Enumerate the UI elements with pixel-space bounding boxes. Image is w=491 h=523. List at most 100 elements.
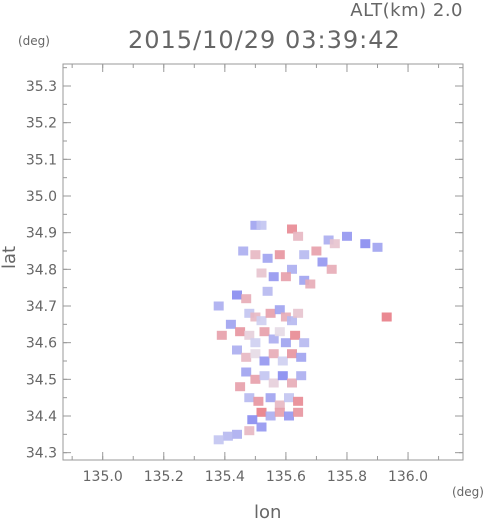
- heatmap-cell: [262, 286, 273, 296]
- heatmap-cell: [265, 393, 276, 403]
- heatmap-cell: [329, 239, 340, 249]
- heatmap-cell: [216, 330, 227, 340]
- heatmap-cell: [241, 294, 252, 304]
- heatmap-cell: [256, 422, 267, 432]
- timestamp-title: 2015/10/29 03:39:42: [128, 26, 401, 54]
- heatmap-cell: [277, 356, 288, 366]
- heatmap-cell: [299, 338, 310, 348]
- heatmap-cell: [256, 268, 267, 278]
- heatmap-cell: [284, 393, 294, 403]
- heatmap-cell: [250, 338, 261, 348]
- heatmap-cell: [284, 411, 294, 421]
- heatmap-cell: [326, 264, 337, 274]
- y-tick-label: 35.1: [26, 152, 57, 168]
- x-tick-label: 136.0: [388, 469, 428, 485]
- heatmap-cell: [213, 435, 224, 445]
- y-tick-label: 35.0: [26, 189, 57, 205]
- y-axis-unit: (deg): [18, 34, 50, 48]
- y-tick-label: 35.3: [26, 79, 57, 95]
- y-tick-label: 34.7: [26, 299, 57, 315]
- heatmap-cell: [232, 429, 242, 439]
- x-tick-label: 135.2: [144, 469, 184, 485]
- heatmap-cell: [213, 301, 224, 311]
- heatmap-cell: [250, 250, 261, 260]
- heatmap-cell: [274, 400, 285, 410]
- heatmap-cell: [296, 371, 307, 381]
- heatmap-cell: [259, 356, 270, 366]
- heatmap-cell: [293, 308, 304, 318]
- altitude-label: ALT(km) 2.0: [350, 0, 463, 21]
- heatmap-cell: [265, 411, 276, 421]
- heatmap-cell: [274, 327, 285, 337]
- heatmap-cell: [274, 305, 285, 315]
- x-axis-label: lon: [254, 502, 282, 523]
- heatmap-cell: [287, 224, 297, 234]
- heatmap-cell: [222, 431, 233, 441]
- heatmap-cell: [293, 231, 304, 241]
- y-tick-label: 34.6: [26, 336, 57, 352]
- heatmap-cell: [372, 242, 383, 252]
- plot-frame: [62, 63, 464, 461]
- heatmap-cell: [293, 407, 304, 417]
- heatmap-cell: [244, 330, 255, 340]
- heatmap-cell: [256, 220, 267, 230]
- heatmap-cell: [381, 312, 392, 322]
- heatmap-cell: [235, 382, 246, 392]
- y-tick-label: 34.9: [26, 226, 57, 242]
- heatmap-cell: [241, 367, 252, 377]
- heatmap-cell: [296, 352, 307, 362]
- heatmap-cell: [274, 407, 285, 417]
- x-tick-label: 135.0: [83, 469, 123, 485]
- heatmap-cell: [268, 272, 279, 282]
- heatmap-cell: [280, 338, 291, 348]
- x-tick-label: 135.6: [266, 469, 306, 485]
- heatmap-cell: [311, 246, 322, 256]
- heatmap-cell: [290, 330, 301, 340]
- heatmap-cell: [250, 374, 261, 384]
- heatmap-cell: [259, 327, 270, 337]
- y-tick-label: 34.8: [26, 262, 57, 278]
- frame-border: [62, 63, 464, 461]
- heatmap-cell: [232, 345, 242, 355]
- heatmap-cell: [293, 396, 304, 406]
- x-axis-unit: (deg): [452, 485, 484, 499]
- heatmap-cell: [247, 415, 258, 425]
- heatmap-cell: [250, 349, 261, 359]
- heatmap-cell: [253, 396, 264, 406]
- heatmap-cell: [241, 352, 252, 362]
- heatmap-cell: [232, 290, 242, 300]
- heatmap-cell: [225, 319, 236, 329]
- heatmap-cell: [274, 250, 285, 260]
- heatmap-cell: [317, 257, 328, 267]
- heatmap-cell: [342, 231, 352, 241]
- axis-ticks: 135.0 135.2 135.4 135.6 135.8 136.0 34.3 34.4 34…: [26, 64, 463, 485]
- heatmap-cell: [256, 407, 267, 417]
- heatmap-cell: [268, 334, 279, 344]
- heatmap-cell: [244, 426, 255, 436]
- heatmap-cell: [280, 312, 291, 322]
- y-axis-label: lat: [0, 245, 21, 270]
- heatmap-cell: [250, 220, 261, 230]
- heatmap-cells: [213, 220, 392, 445]
- heatmap-cell: [238, 246, 249, 256]
- heatmap-cell: [250, 312, 261, 322]
- heatmap-cell: [360, 239, 371, 249]
- heatmap-cell: [262, 253, 273, 263]
- y-tick-label: 34.5: [26, 372, 57, 388]
- heatmap-cell: [287, 349, 297, 359]
- heatmap-cell: [305, 279, 316, 289]
- heatmap-cell: [277, 371, 288, 381]
- heatmap-cell: [323, 235, 334, 245]
- heatmap-cell: [287, 316, 297, 326]
- heatmap-cell: [280, 272, 291, 282]
- y-tick-label: 34.3: [26, 446, 57, 462]
- x-tick-label: 135.8: [327, 469, 367, 485]
- heatmap-cell: [299, 250, 310, 260]
- heatmap-cell: [268, 378, 279, 388]
- heatmap-cell: [287, 378, 297, 388]
- heatmap-cell: [268, 349, 279, 359]
- heatmap-cell: [299, 275, 310, 285]
- heatmap-cell: [244, 308, 255, 318]
- heatmap-cell: [259, 371, 270, 381]
